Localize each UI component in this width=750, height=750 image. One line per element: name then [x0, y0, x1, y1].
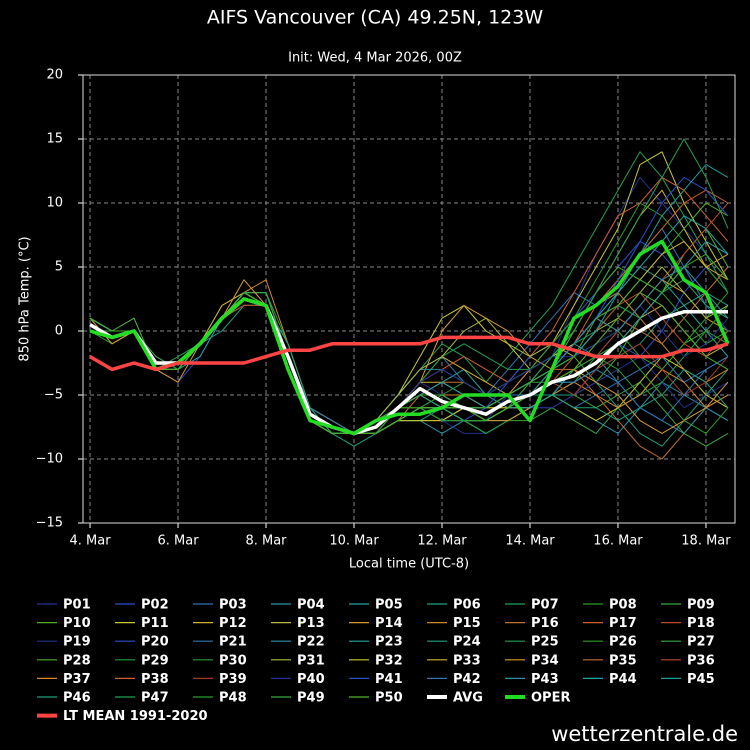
- legend-label: LT MEAN 1991-2020: [63, 709, 208, 724]
- legend-label: P17: [609, 616, 637, 631]
- legend-label: P48: [219, 691, 247, 706]
- legend-label: P20: [141, 635, 169, 650]
- y-tick-label: −15: [36, 516, 63, 531]
- legend-label: P41: [375, 672, 403, 687]
- y-tick-label: 5: [55, 260, 63, 275]
- legend-label: P25: [531, 635, 559, 650]
- legend-label: P08: [609, 598, 637, 613]
- legend-label: P28: [63, 653, 91, 668]
- legend-label: P29: [141, 653, 169, 668]
- chart-subtitle: Init: Wed, 4 Mar 2026, 00Z: [288, 51, 462, 66]
- legend-label: P38: [141, 672, 169, 687]
- legend-label: P11: [141, 616, 169, 631]
- legend-label: P27: [687, 635, 715, 650]
- legend-label: AVG: [453, 691, 483, 706]
- legend-label: P33: [453, 653, 481, 668]
- legend-label: P30: [219, 653, 247, 668]
- x-tick-label: 14. Mar: [505, 534, 555, 549]
- legend-label: P43: [531, 672, 559, 687]
- x-tick-label: 10. Mar: [329, 534, 379, 549]
- legend-label: P01: [63, 598, 91, 613]
- legend-label: P07: [531, 598, 559, 613]
- legend-label: P50: [375, 691, 403, 706]
- legend-label: P19: [63, 635, 91, 650]
- legend-label: P26: [609, 635, 637, 650]
- legend-label: P44: [609, 672, 637, 687]
- legend-label: P05: [375, 598, 403, 613]
- legend-label: P15: [453, 616, 481, 631]
- legend-label: P34: [531, 653, 559, 668]
- series-line: [89, 239, 730, 436]
- legend-label: P21: [219, 635, 247, 650]
- legend-label: P46: [63, 691, 91, 706]
- legend-label: P04: [297, 598, 325, 613]
- legend-label: P40: [297, 672, 325, 687]
- x-axis-title: Local time (UTC-8): [349, 557, 469, 572]
- legend-label: P42: [453, 672, 481, 687]
- legend-label: P12: [219, 616, 247, 631]
- legend-label: P10: [63, 616, 91, 631]
- y-tick-label: −10: [36, 452, 63, 467]
- legend-label: P18: [687, 616, 715, 631]
- y-tick-label: 0: [55, 324, 63, 339]
- legend-label: P22: [297, 635, 325, 650]
- y-tick-label: 15: [46, 132, 63, 147]
- legend-label: P09: [687, 598, 715, 613]
- y-axis-title: 850 hPa Temp. (°C): [18, 236, 33, 361]
- x-tick-label: 16. Mar: [593, 534, 643, 549]
- plot-frame: [82, 74, 736, 524]
- x-tick-label: 6. Mar: [157, 534, 199, 549]
- legend-label: P03: [219, 598, 247, 613]
- x-tick-label: 18. Mar: [681, 534, 731, 549]
- legend-label: P39: [219, 672, 247, 687]
- x-tick-label: 12. Mar: [417, 534, 467, 549]
- legend-label: P14: [375, 616, 403, 631]
- x-tick-label: 8. Mar: [245, 534, 287, 549]
- y-tick-label: −5: [44, 388, 63, 403]
- y-tick-label: 10: [46, 196, 63, 211]
- legend-label: P13: [297, 616, 325, 631]
- legend-label: P49: [297, 691, 325, 706]
- legend-label: P31: [297, 653, 325, 668]
- legend-label: P02: [141, 598, 169, 613]
- legend-label: P24: [453, 635, 481, 650]
- legend-label: P47: [141, 691, 169, 706]
- legend-label: P32: [375, 653, 403, 668]
- legend-label: P37: [63, 672, 91, 687]
- legend-label: P16: [531, 616, 559, 631]
- legend-label: P36: [687, 653, 715, 668]
- legend-label: P06: [453, 598, 481, 613]
- chart-title: AIFS Vancouver (CA) 49.25N, 123W: [207, 7, 543, 29]
- legend-label: OPER: [531, 691, 570, 706]
- legend-label: P35: [609, 653, 637, 668]
- y-tick-label: 20: [46, 68, 63, 83]
- source: wetterzentrale.de: [551, 722, 738, 746]
- legend-label: P23: [375, 635, 403, 650]
- series-line: [89, 335, 729, 372]
- legend-label: P45: [687, 672, 715, 687]
- x-tick-label: 4. Mar: [70, 534, 112, 549]
